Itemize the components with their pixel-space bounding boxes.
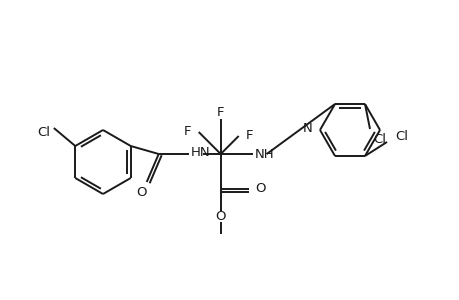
Text: F: F	[245, 128, 252, 142]
Text: F: F	[184, 124, 191, 137]
Text: F: F	[217, 106, 224, 118]
Text: NH: NH	[254, 148, 274, 160]
Text: O: O	[255, 182, 266, 194]
Text: HN: HN	[190, 146, 210, 158]
Text: Cl: Cl	[37, 125, 50, 139]
Text: O: O	[136, 185, 146, 199]
Text: Cl: Cl	[372, 133, 385, 146]
Text: Cl: Cl	[394, 130, 407, 143]
Text: O: O	[215, 209, 225, 223]
Text: N: N	[302, 122, 312, 134]
